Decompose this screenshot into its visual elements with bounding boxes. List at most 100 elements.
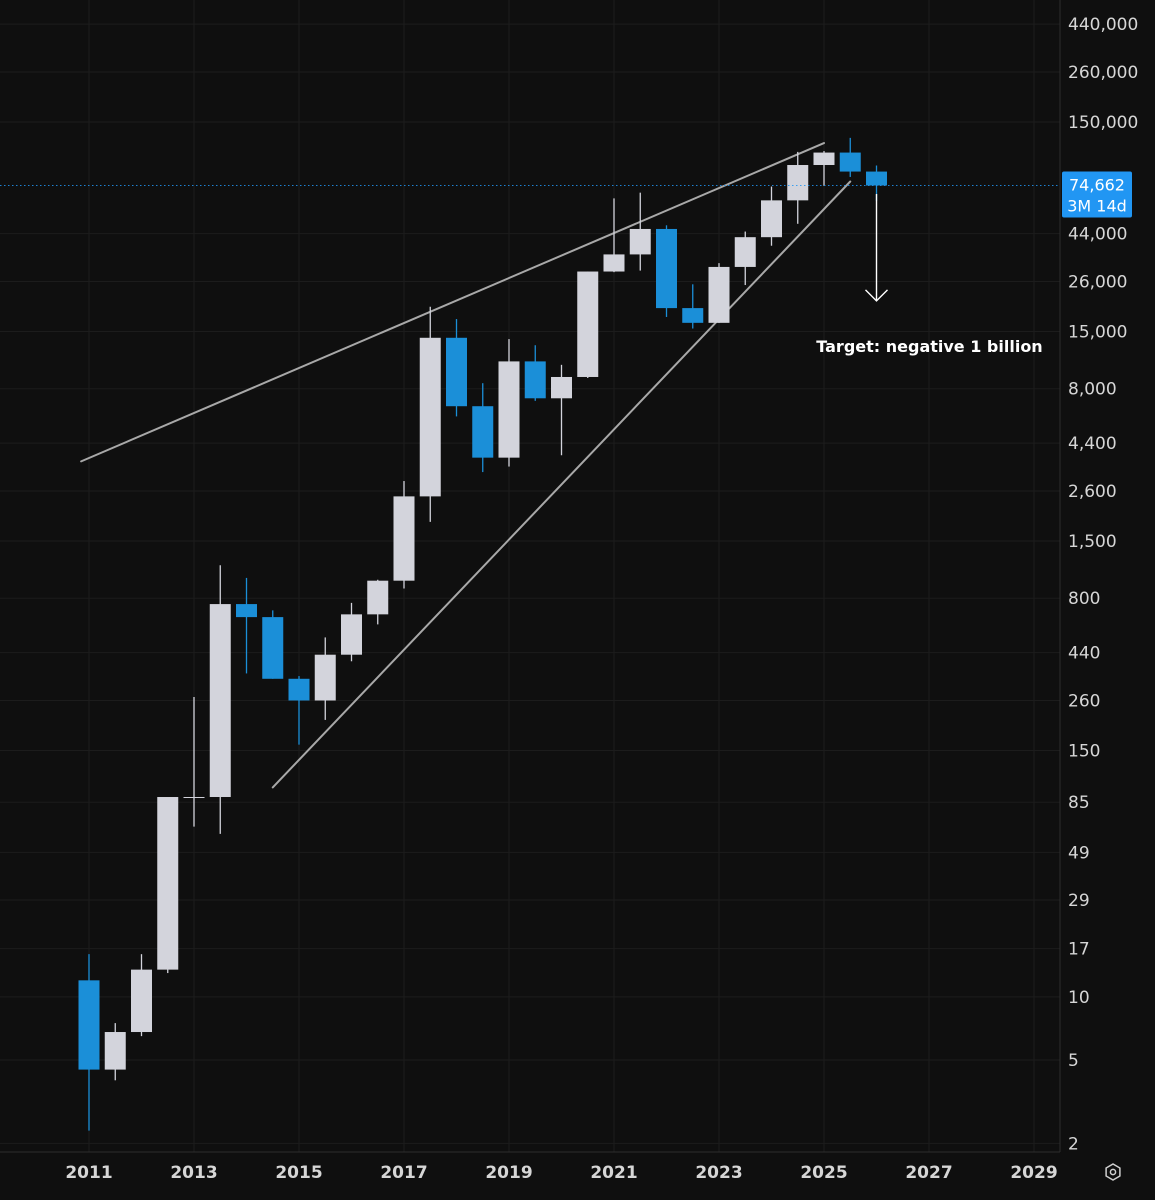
candle (183, 697, 205, 827)
gear-icon-outline (1105, 1163, 1121, 1181)
price-tag: 74,662 3M 14d (1062, 171, 1132, 218)
candle (734, 231, 756, 286)
y-tick-label: 440,000 (1068, 15, 1138, 35)
y-tick-label: 440 (1068, 644, 1100, 664)
y-tick-label: 8,000 (1068, 380, 1117, 400)
candle-body (656, 228, 677, 309)
x-axis[interactable]: 2011 2013 2015 2017 2019 2021 2023 2025 2027 2029 (0, 1151, 1060, 1183)
y-tick-label: 85 (1068, 793, 1090, 813)
candles (78, 137, 887, 1131)
candle-body (708, 266, 730, 323)
candle (708, 263, 730, 323)
candle-body (183, 797, 205, 799)
price-tag-box (1062, 171, 1132, 218)
y-axis[interactable]: 440,000 260,000 150,000 44,000 26,000 15,000 8… (1059, 0, 1138, 1154)
candle-body (104, 1032, 126, 1070)
x-tick-label: 2029 (1010, 1163, 1057, 1183)
candle (787, 151, 809, 224)
candle-body (157, 797, 179, 970)
wedge-trendlines (80, 142, 852, 789)
candle-body (498, 361, 520, 458)
y-tick-label: 26,000 (1068, 272, 1127, 292)
candle (367, 579, 389, 625)
candle (577, 271, 599, 378)
price-line (0, 184, 1060, 302)
x-tick-label: 2017 (380, 1163, 427, 1183)
candle-body (839, 152, 861, 172)
candle (104, 1023, 126, 1081)
y-tick-label: 4,400 (1068, 434, 1117, 454)
y-tick-label: 800 (1068, 589, 1100, 609)
x-tick-label: 2015 (275, 1163, 322, 1183)
x-tick-label: 2025 (800, 1163, 847, 1183)
y-tick-label: 15,000 (1068, 323, 1127, 343)
x-tick-label: 2021 (590, 1163, 637, 1183)
x-tick-label: 2013 (170, 1163, 217, 1183)
x-tick-label: 2011 (65, 1163, 112, 1183)
candle (603, 198, 625, 273)
x-tick-label: 2027 (905, 1163, 952, 1183)
y-tick-label: 150,000 (1068, 113, 1138, 133)
x-tick-label: 2023 (695, 1163, 742, 1183)
candle (839, 137, 861, 177)
candle-body (419, 337, 441, 497)
y-tick-label: 49 (1068, 843, 1090, 863)
candle (629, 192, 651, 271)
trendline-upper (80, 142, 825, 463)
y-tick-label: 260 (1068, 691, 1100, 711)
y-tick-label: 29 (1068, 891, 1090, 911)
candle-body (813, 152, 835, 166)
candle-body (288, 678, 310, 701)
candle (78, 954, 100, 1131)
candle-body (78, 980, 100, 1070)
candle-body (131, 969, 152, 1033)
candle (524, 345, 546, 401)
candle (236, 577, 257, 674)
candle-body (367, 580, 389, 615)
candle (131, 954, 152, 1037)
candle-body (603, 254, 625, 272)
candle (393, 481, 415, 589)
target-annotation: Target: negative 1 billion (816, 337, 1042, 356)
y-tick-label: 1,500 (1068, 532, 1117, 552)
candle-body (734, 237, 756, 267)
candle-body (236, 604, 257, 618)
candle-body (393, 496, 415, 581)
candle-body (262, 617, 284, 679)
candle (314, 637, 336, 720)
candle-body (761, 200, 782, 238)
candle (472, 383, 494, 473)
price-tag-countdown: 3M 14d (1067, 196, 1127, 215)
y-tick-label: 5 (1068, 1051, 1079, 1071)
candle-body (787, 165, 809, 201)
candle-body (524, 361, 546, 399)
candle (551, 364, 572, 456)
candle-body (472, 406, 494, 458)
projection-arrow-head (865, 289, 888, 302)
y-tick-label: 260,000 (1068, 63, 1138, 83)
gear-icon[interactable] (1105, 1163, 1121, 1181)
candle-body (446, 337, 467, 407)
x-tick-label: 2019 (485, 1163, 532, 1183)
y-tick-label: 2 (1068, 1134, 1079, 1154)
candle (682, 284, 704, 329)
candle-body (629, 228, 651, 255)
candle (761, 186, 782, 246)
candle (656, 225, 677, 317)
candle-body (209, 604, 231, 798)
candle-body (866, 171, 887, 186)
candle-body (682, 308, 704, 323)
y-tick-label: 10 (1068, 988, 1090, 1008)
y-tick-label: 17 (1068, 940, 1090, 960)
trendline-lower (271, 180, 852, 789)
candle (209, 565, 231, 834)
y-tick-label: 150 (1068, 742, 1100, 762)
candle (498, 339, 520, 467)
candle (813, 151, 835, 186)
candle-body (551, 376, 572, 399)
candle (288, 676, 310, 745)
candle-body (577, 271, 599, 377)
candle (262, 610, 284, 679)
